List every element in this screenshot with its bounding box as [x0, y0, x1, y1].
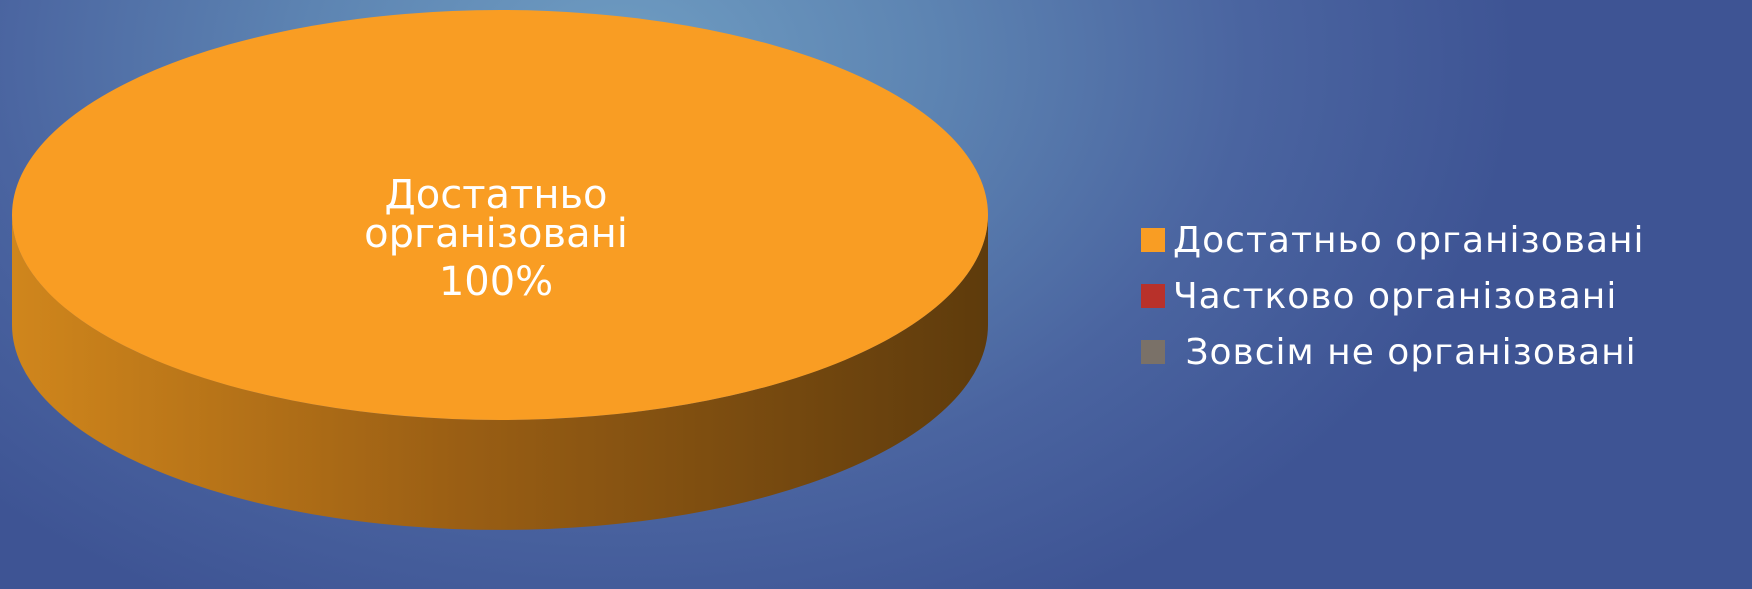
data-label-line3: 100% [439, 259, 553, 305]
legend-item-sufficient[interactable]: Достатньо організовані [1141, 212, 1741, 268]
data-label-line2: організовані [364, 211, 628, 257]
pie-slice-0[interactable] [12, 10, 988, 420]
pie-side [12, 215, 988, 530]
legend-label-sufficient: Достатньо організовані [1173, 219, 1645, 261]
legend-label-none: Зовсім не організовані [1173, 331, 1637, 373]
legend-swatch-partial [1141, 284, 1165, 308]
legend-item-none[interactable]: Зовсім не організовані [1141, 324, 1741, 380]
legend-swatch-sufficient [1141, 228, 1165, 252]
data-label-line1: Достатньо [384, 172, 607, 218]
legend: Достатньо організовані Частково організо… [1141, 212, 1741, 380]
legend-item-partial[interactable]: Частково організовані [1141, 268, 1741, 324]
legend-swatch-none [1141, 340, 1165, 364]
legend-label-partial: Частково організовані [1173, 275, 1618, 317]
pie-slices [12, 10, 988, 530]
